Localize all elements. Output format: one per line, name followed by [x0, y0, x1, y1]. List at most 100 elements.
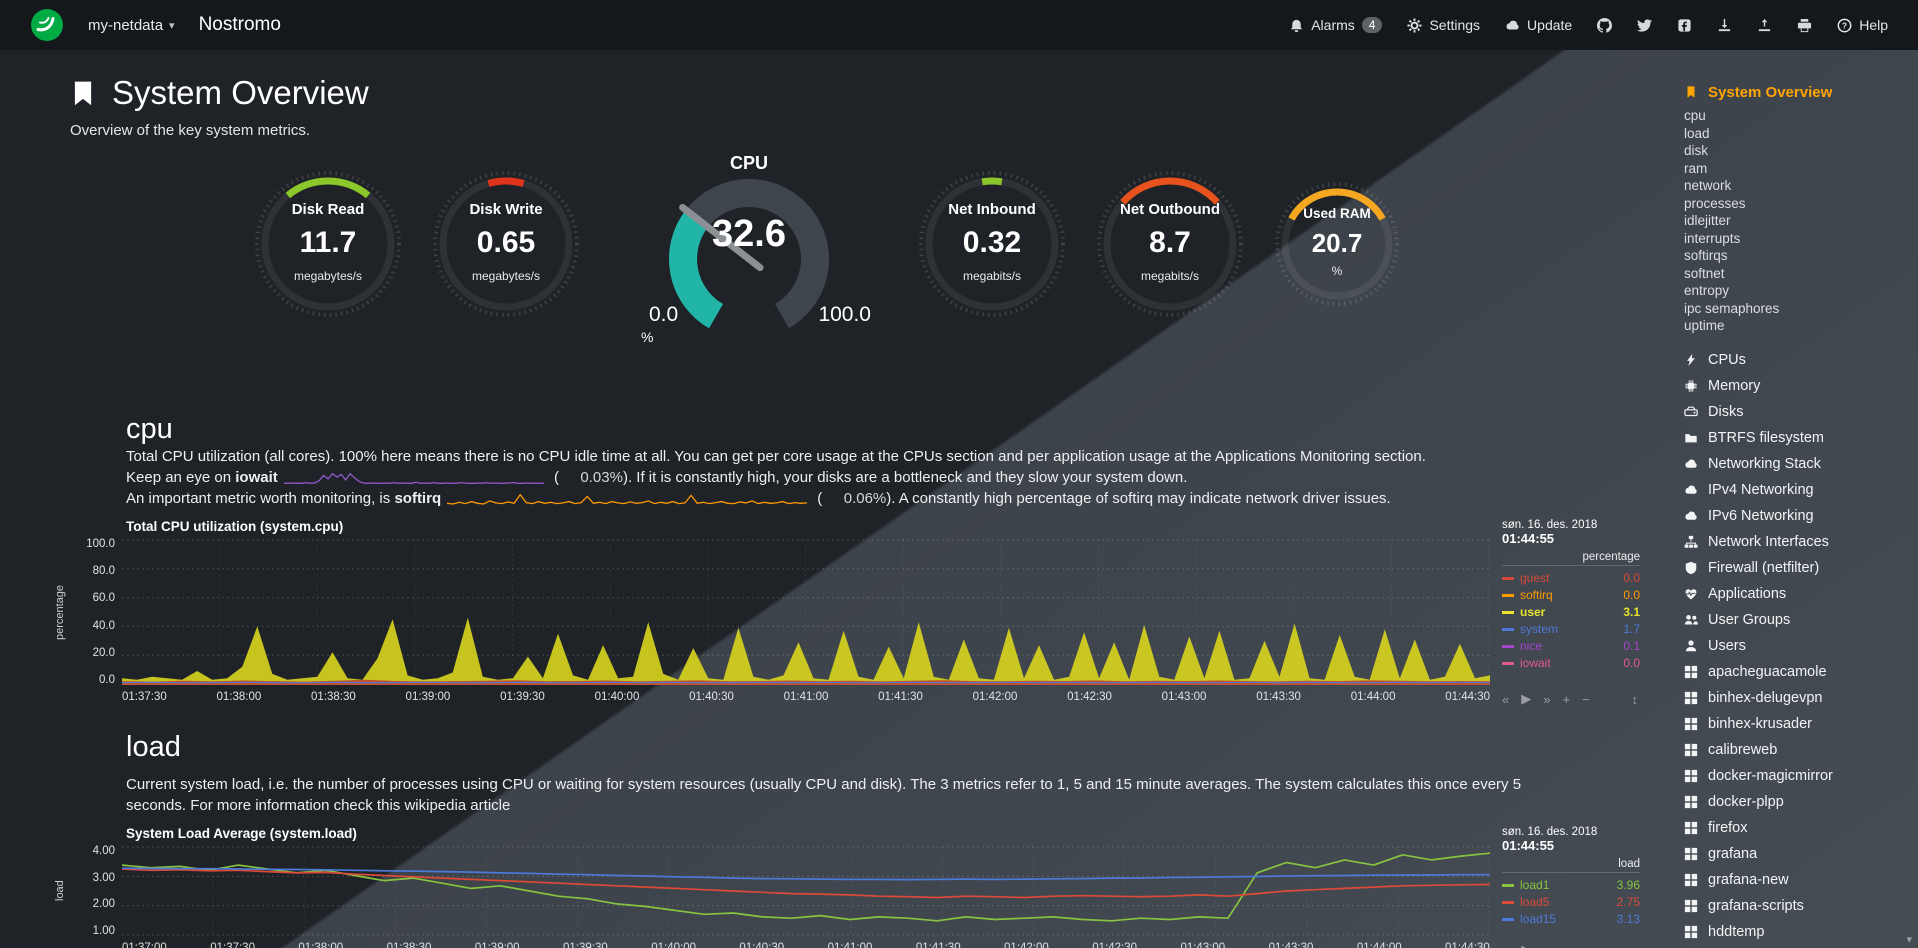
sidebar-item-applications[interactable]: Applications: [1684, 581, 1910, 607]
chart-zoom-out-button[interactable]: −: [1582, 943, 1590, 948]
iowait-sparkline-chart[interactable]: [283, 470, 544, 486]
sidebar-item-hddtemp[interactable]: hddtemp: [1684, 919, 1910, 945]
legend-entry-user[interactable]: user 3.1: [1502, 605, 1640, 619]
legend-entry-load15[interactable]: load15 3.13: [1502, 912, 1640, 926]
chart-play-button[interactable]: ▶: [1521, 942, 1531, 948]
gauge-value: 0.65: [476, 226, 536, 259]
legend-entry-softirq[interactable]: softirq 0.0: [1502, 588, 1640, 602]
chart-zoom-in-button[interactable]: +: [1562, 943, 1570, 948]
gauge-title: Net Inbound: [948, 201, 1036, 218]
sidebar-item-docker-magicmirror[interactable]: docker-magicmirror: [1684, 763, 1910, 789]
legend-entries: guest 0.0 softirq 0.0 user 3.1 system 1.7 nice 0.…: [1502, 571, 1640, 673]
sidebar-subitem-entropy[interactable]: entropy: [1684, 282, 1910, 300]
legend-dimension-value: 3.96: [1616, 878, 1640, 892]
sidebar-subitem-cpu[interactable]: cpu: [1684, 107, 1910, 125]
gauge-net-outbound[interactable]: Net Outbound 8.7 megabits/s: [1095, 169, 1245, 319]
load-chart-plot[interactable]: [122, 846, 1490, 936]
legend-dimension-value: 3.1: [1623, 605, 1640, 619]
legend-unit: percentage: [1502, 551, 1640, 566]
import-button[interactable]: [1717, 18, 1732, 33]
sidebar-subitem-ipc-semaphores[interactable]: ipc semaphores: [1684, 300, 1910, 318]
sidebar-subitem-processes[interactable]: processes: [1684, 195, 1910, 213]
sidebar-item-users[interactable]: Users: [1684, 633, 1910, 659]
netdata-logo[interactable]: [30, 8, 64, 42]
sidebar-subitem-load[interactable]: load: [1684, 125, 1910, 143]
sidebar-item-calibreweb[interactable]: calibreweb: [1684, 737, 1910, 763]
gauge-used-ram[interactable]: Used RAM 20.7 %: [1273, 180, 1401, 308]
update-button[interactable]: Update: [1505, 17, 1572, 33]
my-netdata-dropdown[interactable]: my-netdata ▾: [88, 17, 175, 34]
sidebar-item-apacheguacamole[interactable]: apacheguacamole: [1684, 659, 1910, 685]
facebook-button[interactable]: [1677, 18, 1692, 33]
sidebar-item-system-overview[interactable]: System Overview: [1684, 82, 1910, 102]
chart-resize-handle[interactable]: ↕: [1632, 943, 1639, 948]
sidebar-item-btrfs-filesystem[interactable]: BTRFS filesystem: [1684, 425, 1910, 451]
sidebar-subitem-network[interactable]: network: [1684, 177, 1910, 195]
alarms-button[interactable]: Alarms 4: [1289, 17, 1383, 33]
softirq-sparkline-chart[interactable]: [447, 491, 808, 507]
legend-dimension-value: 0.1: [1623, 639, 1640, 653]
chart-forward-button[interactable]: »: [1543, 691, 1551, 707]
sidebar-item-binhex-krusader[interactable]: binhex-krusader: [1684, 711, 1910, 737]
legend-entry-nice[interactable]: nice 0.1: [1502, 639, 1640, 653]
sidebar-item-networking-stack[interactable]: Networking Stack: [1684, 451, 1910, 477]
sidebar-item-binhex-delugevpn[interactable]: binhex-delugevpn: [1684, 685, 1910, 711]
x-tick-label: 01:37:30: [122, 691, 167, 703]
sidebar-item-network-interfaces[interactable]: Network Interfaces: [1684, 529, 1910, 555]
legend-entry-system[interactable]: system 1.7: [1502, 622, 1640, 636]
settings-button[interactable]: Settings: [1407, 17, 1480, 33]
sidebar-item-cpus[interactable]: CPUs: [1684, 347, 1910, 373]
gauge-disk-write[interactable]: Disk Write 0.65 megabytes/s: [431, 169, 581, 319]
sidebar-item-label: binhex-krusader: [1708, 715, 1812, 732]
sidebar-scroll-down-arrow[interactable]: ▾: [1906, 934, 1912, 946]
chart-backward-button[interactable]: «: [1502, 691, 1510, 707]
legend-entry-iowait[interactable]: iowait 0.0: [1502, 656, 1640, 670]
chart-backward-button[interactable]: «: [1502, 943, 1509, 948]
gauge-title: Disk Write: [469, 201, 543, 218]
sidebar-item-memory[interactable]: Memory: [1684, 373, 1910, 399]
sidebar-item-ipv6-networking[interactable]: IPv6 Networking: [1684, 503, 1910, 529]
sidebar-item-firefox[interactable]: firefox: [1684, 815, 1910, 841]
sidebar-item-docker-plpp[interactable]: docker-plpp: [1684, 789, 1910, 815]
sidebar-subitem-ram[interactable]: ram: [1684, 160, 1910, 178]
sidebar-subitem-disk[interactable]: disk: [1684, 142, 1910, 160]
help-button[interactable]: ? Help: [1837, 17, 1888, 33]
sidebar-item-disks[interactable]: Disks: [1684, 399, 1910, 425]
sidebar-item-label: calibreweb: [1708, 741, 1778, 758]
sidebar-item-label: hddtemp: [1708, 923, 1765, 940]
legend-entry-load1[interactable]: load1 3.96: [1502, 878, 1640, 892]
gauge-disk-read[interactable]: Disk Read 11.7 megabytes/s: [253, 169, 403, 319]
sidebar-subitem-uptime[interactable]: uptime: [1684, 317, 1910, 335]
legend-entry-guest[interactable]: guest 0.0: [1502, 571, 1640, 585]
twitter-button[interactable]: [1637, 18, 1653, 33]
legend-entry-load5[interactable]: load5 2.75: [1502, 895, 1640, 909]
x-tick-label: 01:43:00: [1161, 691, 1207, 703]
cpu-gauge[interactable]: CPU 32.6 0.0 100.0 %: [609, 153, 889, 353]
gauge-net-inbound[interactable]: Net Inbound 0.32 megabits/s: [917, 169, 1067, 319]
softirq-term: softirq: [394, 490, 442, 507]
sidebar-subitem-idlejitter[interactable]: idlejitter: [1684, 212, 1910, 230]
sidebar-item-ipv4-networking[interactable]: IPv4 Networking: [1684, 477, 1910, 503]
chart-play-button[interactable]: ▶: [1521, 691, 1532, 706]
sidebar-item-user-groups[interactable]: User Groups: [1684, 607, 1910, 633]
chart-zoom-in-button[interactable]: +: [1562, 691, 1571, 707]
sidebar-item-grafana-new[interactable]: grafana-new: [1684, 867, 1910, 893]
y-tick-label: 1.00: [92, 924, 115, 937]
export-button[interactable]: [1757, 18, 1772, 33]
x-tick-label: 01:39:30: [563, 942, 608, 948]
print-button[interactable]: [1797, 18, 1812, 33]
sidebar-subitem-softnet[interactable]: softnet: [1684, 265, 1910, 283]
sidebar-item-grafana[interactable]: grafana: [1684, 841, 1910, 867]
chart-resize-handle[interactable]: ↕: [1631, 691, 1639, 707]
github-button[interactable]: [1597, 17, 1613, 33]
sidebar-item-firewall-netfilter[interactable]: Firewall (netfilter): [1684, 555, 1910, 581]
cpu-chart-plot[interactable]: [122, 539, 1490, 685]
chart-forward-button[interactable]: »: [1543, 943, 1550, 948]
x-tick-label: 01:42:00: [1004, 942, 1049, 948]
sidebar-subitem-interrupts[interactable]: interrupts: [1684, 230, 1910, 248]
sidebar-subitem-softirqs[interactable]: softirqs: [1684, 247, 1910, 265]
sidebar-item-grafana-scripts[interactable]: grafana-scripts: [1684, 893, 1910, 919]
chart-zoom-out-button[interactable]: −: [1582, 691, 1590, 707]
legend-dimension-value: 3.13: [1616, 912, 1640, 926]
sidebar-item-label: Disks: [1708, 403, 1744, 420]
